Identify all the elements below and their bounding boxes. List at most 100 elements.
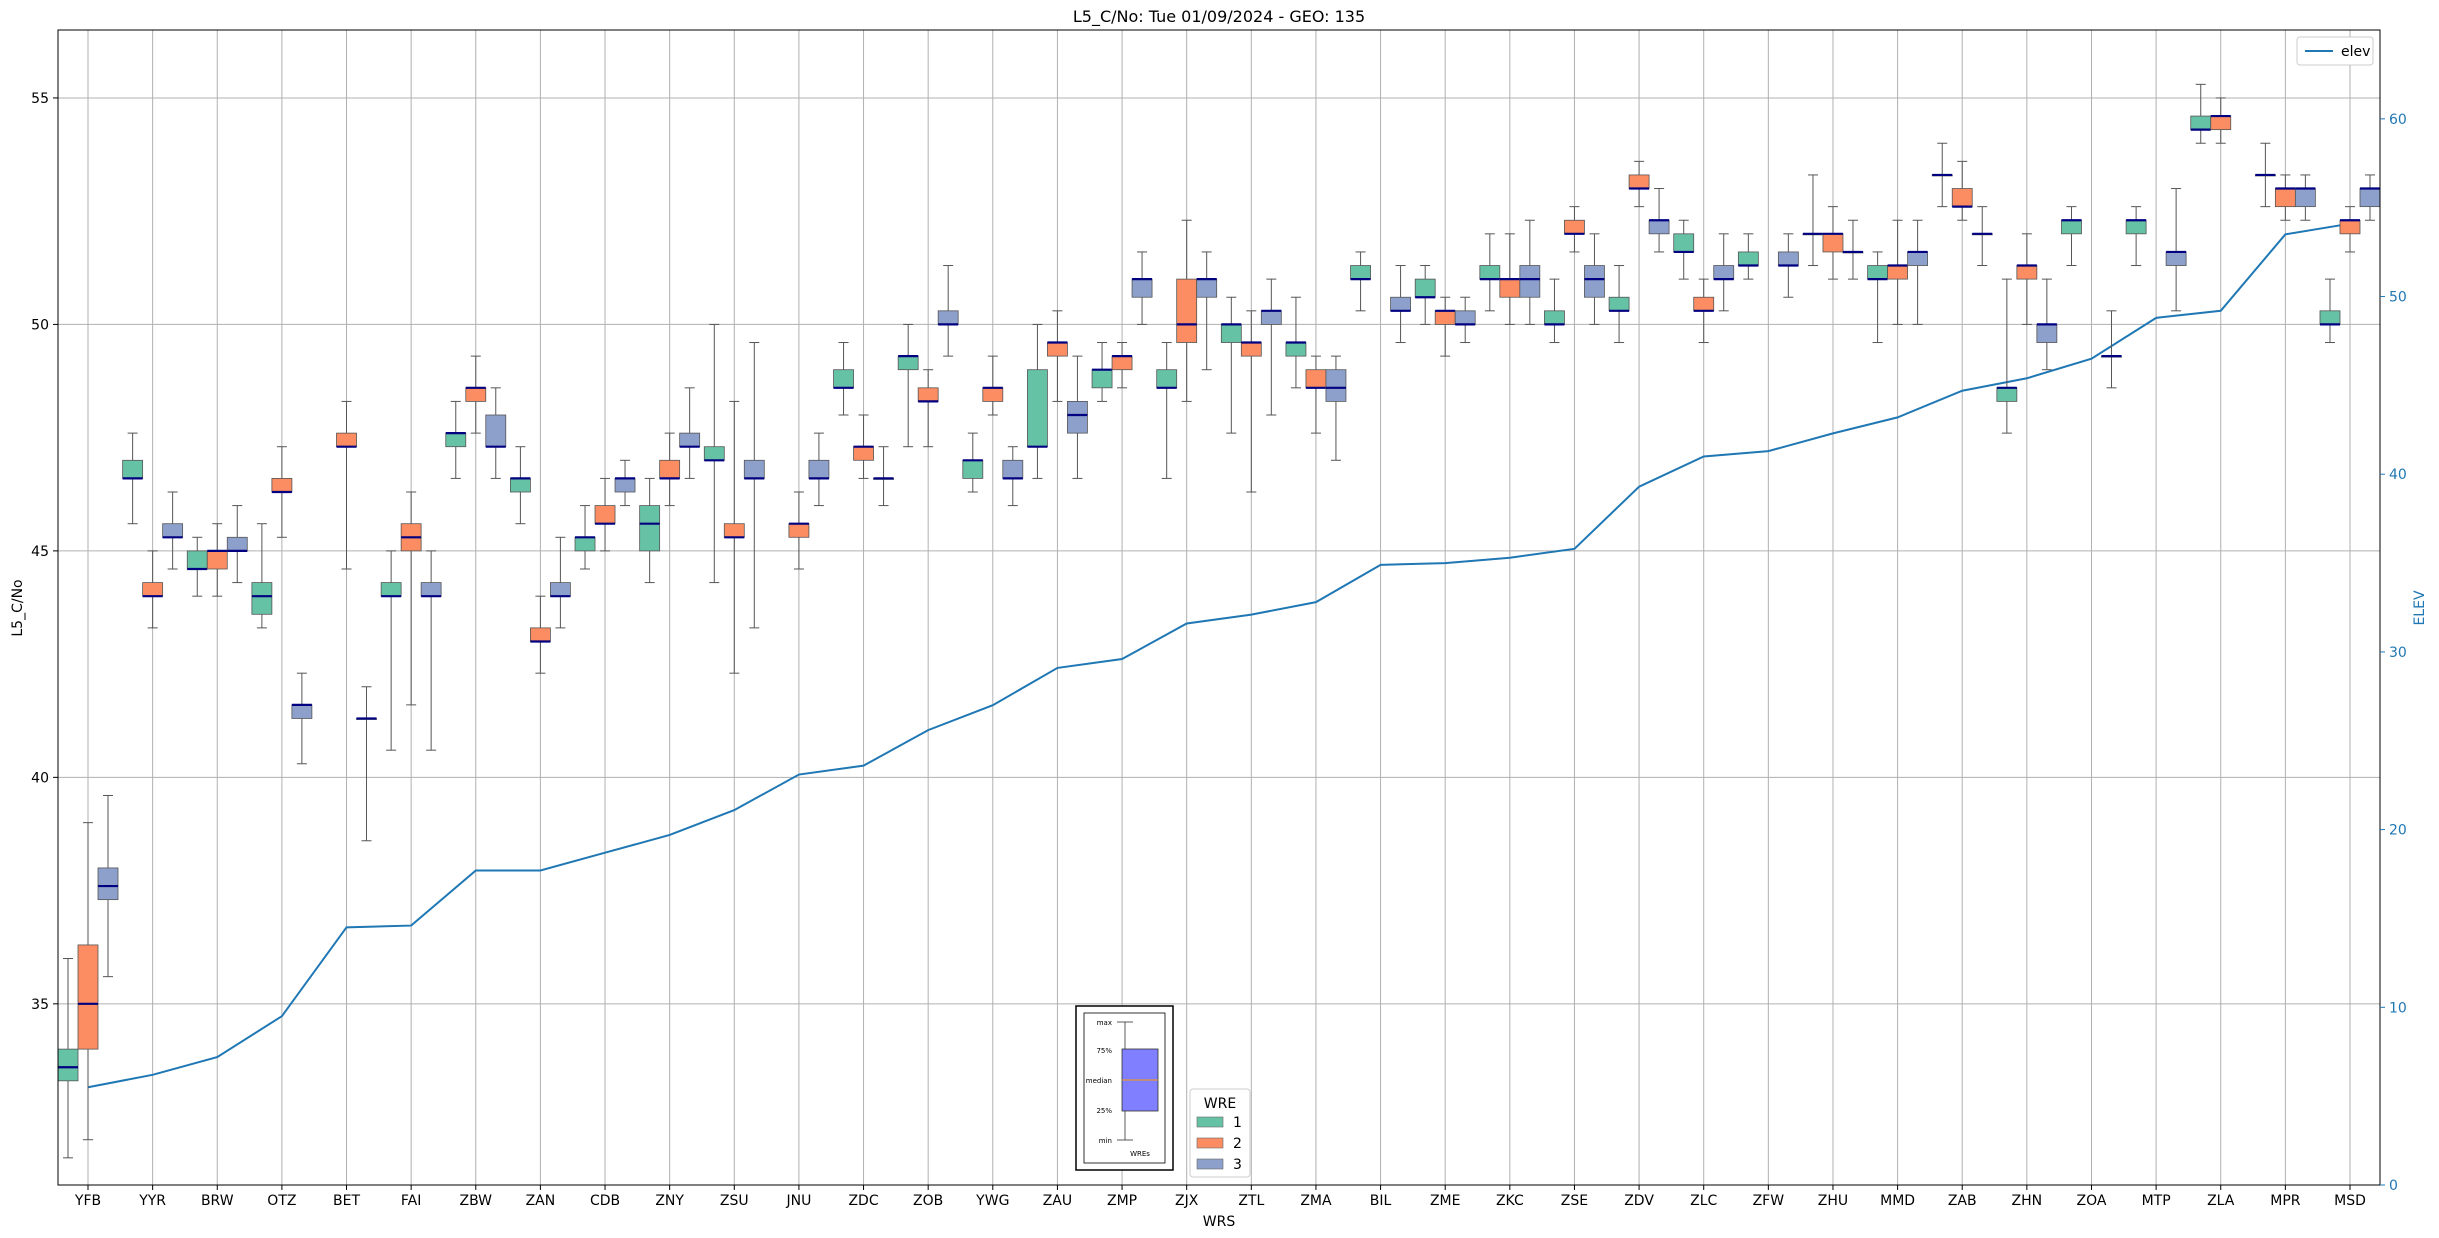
x-tick-label: MTP: [2142, 1193, 2171, 1209]
box-iqr: [1156, 369, 1178, 389]
box-wre-3-zab: [1971, 206, 1993, 267]
box-iqr: [509, 478, 531, 493]
box-wre-3-jnu: [808, 432, 830, 507]
box-iqr: [808, 459, 830, 479]
box-iqr: [1196, 278, 1218, 298]
x-tick-label: ZLA: [2207, 1193, 2235, 1209]
box-wre-1-zab: [1931, 142, 1953, 208]
box-iqr: [1519, 265, 1541, 298]
box-wre-1-zdc: [833, 342, 854, 416]
box-iqr: [1047, 342, 1068, 357]
box-iqr: [1002, 459, 1024, 479]
box-wre-3-otz: [291, 672, 313, 765]
box-iqr: [1499, 278, 1521, 298]
box-wre-2-mpr: [2274, 174, 2296, 221]
box-iqr: [833, 369, 854, 389]
box-wre-1-mtp: [2125, 206, 2147, 267]
box-wre-1-fai: [380, 550, 402, 751]
box-iqr: [1777, 251, 1799, 266]
box-iqr: [679, 432, 701, 448]
box-wre-3-zse: [1584, 233, 1605, 325]
box-iqr: [1131, 278, 1153, 298]
y2-tick-label: 30: [2389, 645, 2407, 661]
box-wre-1-zoa: [2061, 206, 2082, 267]
box-iqr: [1951, 188, 1973, 208]
box-wre-3-zme: [1454, 296, 1476, 344]
inset-label-min: min: [1099, 1137, 1112, 1145]
y-tick-label: 40: [31, 770, 49, 786]
box-wre-1-zsu: [703, 323, 725, 584]
y-axis-ticks: 35 40 45 50 55: [31, 91, 58, 1013]
x-axis-ticks: YFB YYR BRW OTZ BET FAI ZBW ZAN CDB ZNY ZSU JNU ZDC Z…: [74, 1185, 2366, 1209]
box-wre-3-zny: [679, 387, 701, 479]
box-wre-1-zhu: [1802, 174, 1824, 267]
x-tick-label: CDB: [590, 1193, 620, 1209]
box-iqr: [917, 387, 939, 402]
box-wre-3-zoa: [2101, 310, 2122, 389]
box-iqr: [226, 536, 248, 552]
box-wre-2-zsu: [723, 400, 745, 674]
y2-tick-label: 20: [2389, 823, 2407, 839]
box-wre-3-zhu: [1842, 219, 1864, 280]
box-iqr: [1220, 324, 1242, 343]
box-wre-2-zma: [1305, 355, 1327, 434]
x-tick-label: ZFW: [1753, 1193, 1785, 1209]
box-wre-1-ywg: [962, 432, 984, 493]
box-iqr: [1996, 387, 2018, 402]
x-tick-label: ZSU: [720, 1193, 749, 1209]
box-wre-3-mpr: [2294, 174, 2316, 221]
box-wre-3-brw: [226, 505, 248, 584]
box-wre-1-bil: [1350, 251, 1371, 312]
x-tick-label: OTZ: [267, 1193, 296, 1209]
x-tick-label: ZAB: [1948, 1193, 1977, 1209]
inset-label-median: median: [1086, 1077, 1112, 1085]
box-wre-3-zdv: [1648, 188, 1670, 253]
x-tick-label: YWG: [975, 1193, 1009, 1209]
box-iqr: [77, 944, 99, 1050]
box-iqr: [1067, 401, 1088, 434]
box-wre-2-brw: [206, 523, 228, 597]
x-tick-label: ZJX: [1175, 1193, 1199, 1209]
box-iqr: [1822, 233, 1844, 253]
grid-layer: [58, 30, 2380, 1185]
box-iqr: [1027, 369, 1048, 448]
box-wre-3-zma: [1325, 355, 1347, 461]
box-wre-2-zab: [1951, 160, 1973, 221]
box-wre-3-zob: [937, 265, 959, 357]
box-wre-2-jnu: [788, 491, 810, 570]
y2-tick-label: 10: [2389, 1000, 2407, 1016]
box-wre-2-zmp: [1111, 342, 1133, 389]
box-iqr: [1240, 342, 1262, 357]
wre-legend-title: WRE: [1204, 1096, 1236, 1112]
box-wre-1-zme: [1414, 265, 1436, 325]
x-tick-label: MPR: [2270, 1193, 2301, 1209]
x-tick-label: ZNY: [655, 1193, 684, 1209]
box-wre-1-zan: [509, 446, 531, 525]
box-iqr: [550, 582, 571, 597]
x-tick-label: MMD: [1880, 1193, 1915, 1209]
x-tick-label: ZSE: [1561, 1193, 1588, 1209]
box-wre-3-zmp: [1131, 251, 1153, 325]
box-iqr: [1176, 278, 1198, 343]
box-iqr: [2210, 115, 2232, 131]
box-wre-2-ywg: [982, 355, 1004, 416]
box-wre-2-ztl: [1240, 310, 1262, 493]
box-iqr: [2319, 310, 2341, 325]
box-iqr: [271, 478, 293, 493]
y2-tick-label: 50: [2389, 290, 2407, 306]
legend-label-1: 1: [1233, 1115, 1242, 1131]
box-wre-1-zhn: [1996, 278, 2018, 434]
box-wre-2-zhu: [1822, 206, 1844, 280]
x-tick-label: ZMA: [1300, 1193, 1332, 1209]
box-wre-3-ztl: [1260, 278, 1282, 416]
x-tick-label: ZAU: [1043, 1193, 1072, 1209]
box-wre-3-fai: [420, 550, 442, 751]
box-iqr: [1454, 310, 1476, 325]
box-iqr: [2294, 188, 2316, 208]
x-axis-label: WRS: [1203, 1214, 1236, 1230]
chart-title: L5_C/No: Tue 01/09/2024 - GEO: 135: [1073, 7, 1365, 27]
box-iqr: [743, 459, 765, 479]
box-wre-2-otz: [271, 446, 293, 538]
x-tick-label: ZDV: [1624, 1193, 1654, 1209]
box-wre-2-bet: [336, 400, 357, 570]
